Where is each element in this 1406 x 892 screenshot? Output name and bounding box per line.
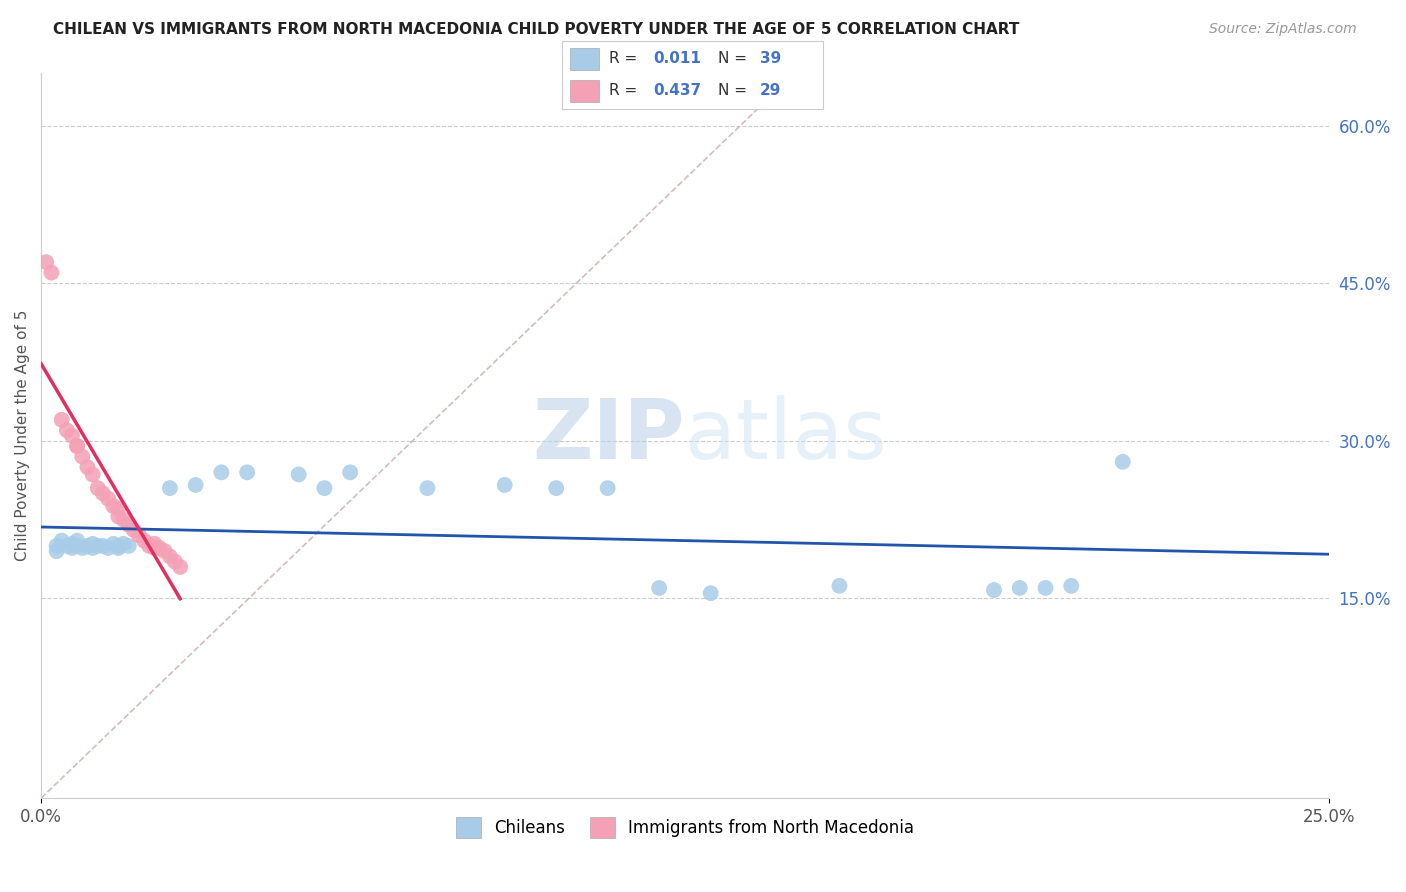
Point xyxy=(118,539,141,553)
Point xyxy=(72,541,94,555)
Point xyxy=(648,581,671,595)
Point xyxy=(128,528,150,542)
Point xyxy=(66,539,89,553)
FancyBboxPatch shape xyxy=(571,79,599,102)
Point xyxy=(699,586,721,600)
Point xyxy=(76,460,98,475)
Legend: Chileans, Immigrants from North Macedonia: Chileans, Immigrants from North Macedoni… xyxy=(449,811,921,844)
Point xyxy=(107,502,129,516)
Point xyxy=(1008,581,1031,595)
Point xyxy=(983,582,1005,597)
Point xyxy=(828,579,851,593)
Point xyxy=(107,541,129,555)
Point xyxy=(118,517,141,532)
Point xyxy=(56,423,79,437)
Point xyxy=(51,533,73,548)
Point xyxy=(82,467,104,482)
Point xyxy=(45,539,67,553)
Point xyxy=(494,478,516,492)
Point xyxy=(56,539,79,553)
Point xyxy=(596,481,619,495)
Text: CHILEAN VS IMMIGRANTS FROM NORTH MACEDONIA CHILD POVERTY UNDER THE AGE OF 5 CORR: CHILEAN VS IMMIGRANTS FROM NORTH MACEDON… xyxy=(53,22,1019,37)
Point xyxy=(66,533,89,548)
Point xyxy=(416,481,439,495)
Point xyxy=(1112,455,1135,469)
Point xyxy=(1060,579,1083,593)
Y-axis label: Child Poverty Under the Age of 5: Child Poverty Under the Age of 5 xyxy=(15,310,30,561)
Point xyxy=(97,541,120,555)
Point xyxy=(103,499,125,513)
Point xyxy=(143,537,166,551)
Point xyxy=(163,555,186,569)
Point xyxy=(107,509,129,524)
Point xyxy=(107,539,129,553)
Text: ZIP: ZIP xyxy=(533,395,685,476)
Point xyxy=(138,539,160,553)
Point xyxy=(339,466,361,480)
Point xyxy=(209,466,232,480)
Point xyxy=(122,523,145,537)
Point xyxy=(1035,581,1057,595)
Point xyxy=(112,537,135,551)
Point xyxy=(60,541,83,555)
Point xyxy=(82,541,104,555)
Point xyxy=(159,549,181,564)
Point xyxy=(97,491,120,506)
Point xyxy=(159,481,181,495)
Point xyxy=(287,467,309,482)
Point xyxy=(51,413,73,427)
Point xyxy=(546,481,568,495)
Point xyxy=(87,539,110,553)
Point xyxy=(134,533,156,548)
Point xyxy=(103,537,125,551)
Text: 39: 39 xyxy=(761,51,782,66)
Text: Source: ZipAtlas.com: Source: ZipAtlas.com xyxy=(1209,22,1357,37)
Text: R =: R = xyxy=(609,83,643,98)
Point xyxy=(91,486,114,500)
Point xyxy=(45,544,67,558)
Point xyxy=(153,544,176,558)
Point xyxy=(236,466,259,480)
Point xyxy=(82,537,104,551)
Point xyxy=(76,539,98,553)
Point xyxy=(87,481,110,495)
Point xyxy=(35,255,58,269)
Point xyxy=(184,478,207,492)
Point xyxy=(112,513,135,527)
Point xyxy=(143,541,166,555)
Text: atlas: atlas xyxy=(685,395,887,476)
Point xyxy=(72,450,94,464)
Text: R =: R = xyxy=(609,51,643,66)
Point xyxy=(66,439,89,453)
Point xyxy=(169,560,191,574)
Point xyxy=(60,428,83,442)
Text: 0.437: 0.437 xyxy=(654,83,702,98)
Point xyxy=(60,537,83,551)
Point xyxy=(41,266,63,280)
Text: 29: 29 xyxy=(761,83,782,98)
Text: N =: N = xyxy=(718,51,752,66)
Point xyxy=(314,481,336,495)
Point xyxy=(148,541,170,555)
Text: 0.011: 0.011 xyxy=(654,51,702,66)
FancyBboxPatch shape xyxy=(571,48,599,70)
Point xyxy=(66,439,89,453)
Text: N =: N = xyxy=(718,83,752,98)
Point xyxy=(91,539,114,553)
